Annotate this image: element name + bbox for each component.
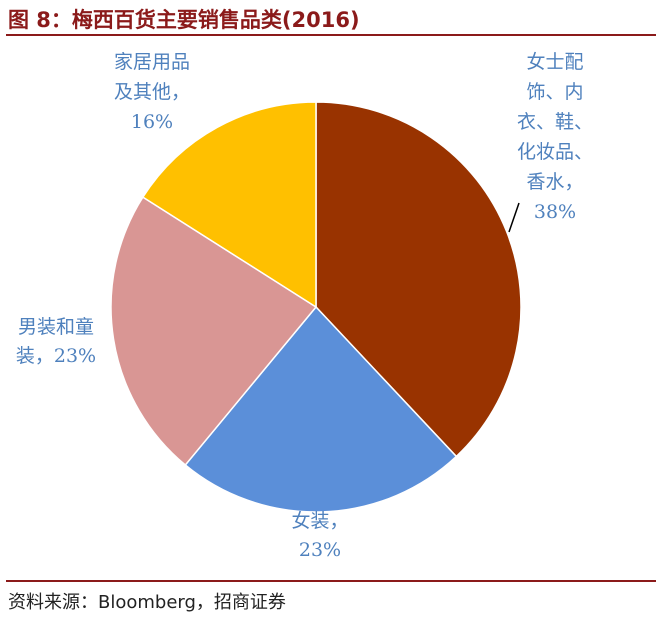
slice-label-0-line-3: 化妆品、 — [517, 141, 593, 163]
slice-label-0-line-2: 衣、鞋、 — [517, 111, 593, 133]
slice-label-1-line-1: 23% — [299, 539, 341, 561]
pie-slice-3 — [141, 101, 317, 309]
slice-label-1: 女装， 23% — [291, 510, 348, 561]
pie-slice-0 — [315, 101, 522, 458]
slice-label-0: 女士配饰、内衣、鞋、化妆品、香水， 38% — [517, 51, 593, 223]
slice-label-3-line-1: 及其他， — [114, 81, 190, 103]
figure-title: 图 8：梅西百货主要销售品类(2016) — [8, 8, 360, 32]
slice-label-3: 家居用品及其他， 16% — [114, 51, 190, 133]
slice-label-0-line-0: 女士配 — [526, 51, 583, 73]
source-note: 资料来源：Bloomberg，招商证券 — [8, 592, 286, 613]
slice-label-0-line-1: 饰、内 — [526, 81, 583, 103]
slice-label-0-line-5: 38% — [534, 201, 576, 223]
slice-label-2: 男装和童装，23% — [16, 316, 96, 367]
pie-slice-2 — [110, 196, 318, 467]
slice-label-2-line-0: 男装和童 — [18, 316, 94, 338]
pie-labels: 女士配饰、内衣、鞋、化妆品、香水， 38% 女装， 23% 男装和童装，23% 家居用品及… — [16, 51, 593, 561]
pie-slices — [110, 101, 522, 513]
slice-label-3-line-0: 家居用品 — [114, 51, 190, 73]
title-rule — [6, 34, 656, 36]
slice-label-0-line-4: 香水， — [526, 171, 583, 193]
slice-label-1-line-0: 女装， — [291, 510, 348, 532]
pie-slice-1 — [184, 305, 458, 513]
source-rule — [6, 580, 656, 582]
slice-label-2-line-1: 装，23% — [16, 345, 96, 367]
slice-label-3-line-2: 16% — [131, 111, 173, 133]
leader-line-slice-0 — [508, 202, 520, 233]
